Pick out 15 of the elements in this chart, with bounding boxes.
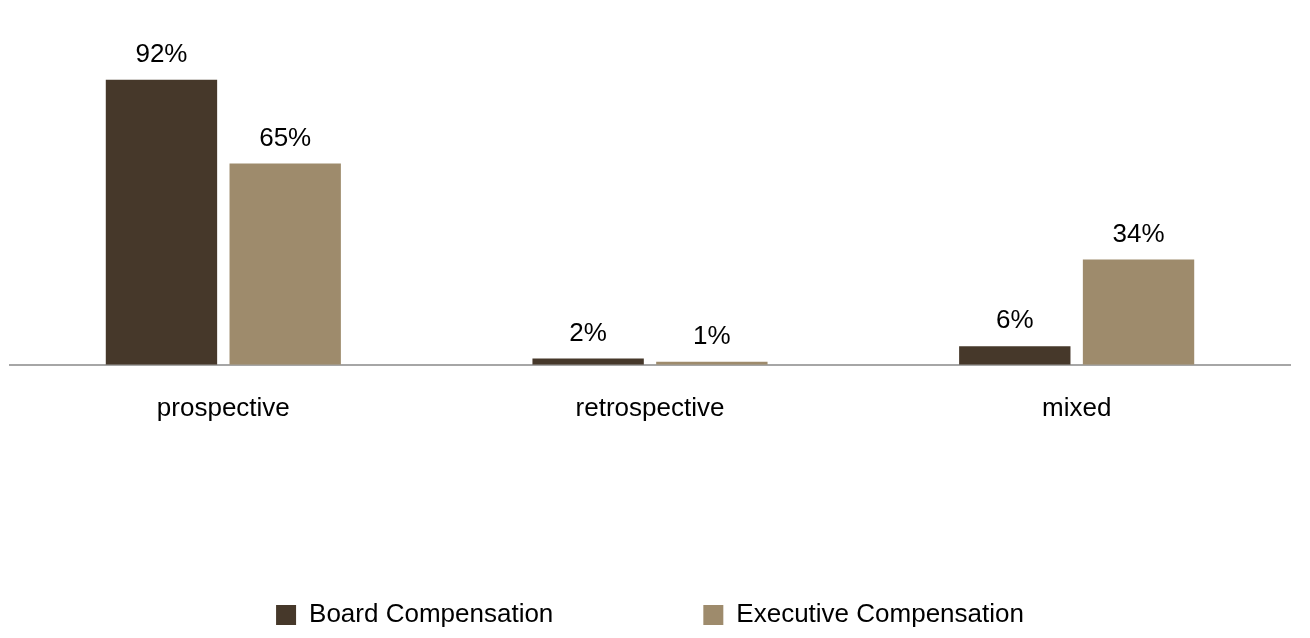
data-label: 6% <box>996 304 1034 335</box>
bar <box>959 346 1071 365</box>
data-label: 34% <box>1112 217 1165 248</box>
data-label: 65% <box>259 121 312 152</box>
bar <box>229 163 341 365</box>
bar <box>105 79 218 365</box>
legend-label: Board Compensation <box>309 598 554 629</box>
data-label: 92% <box>135 37 188 68</box>
x-tick-label: retrospective <box>575 391 725 422</box>
legend-label: Executive Compensation <box>736 598 1024 629</box>
data-label: 1% <box>693 319 731 350</box>
x-tick-label: mixed <box>1041 391 1112 422</box>
bar <box>1082 259 1195 365</box>
data-label: 2% <box>569 316 607 347</box>
x-tick-label: prospective <box>156 391 290 422</box>
